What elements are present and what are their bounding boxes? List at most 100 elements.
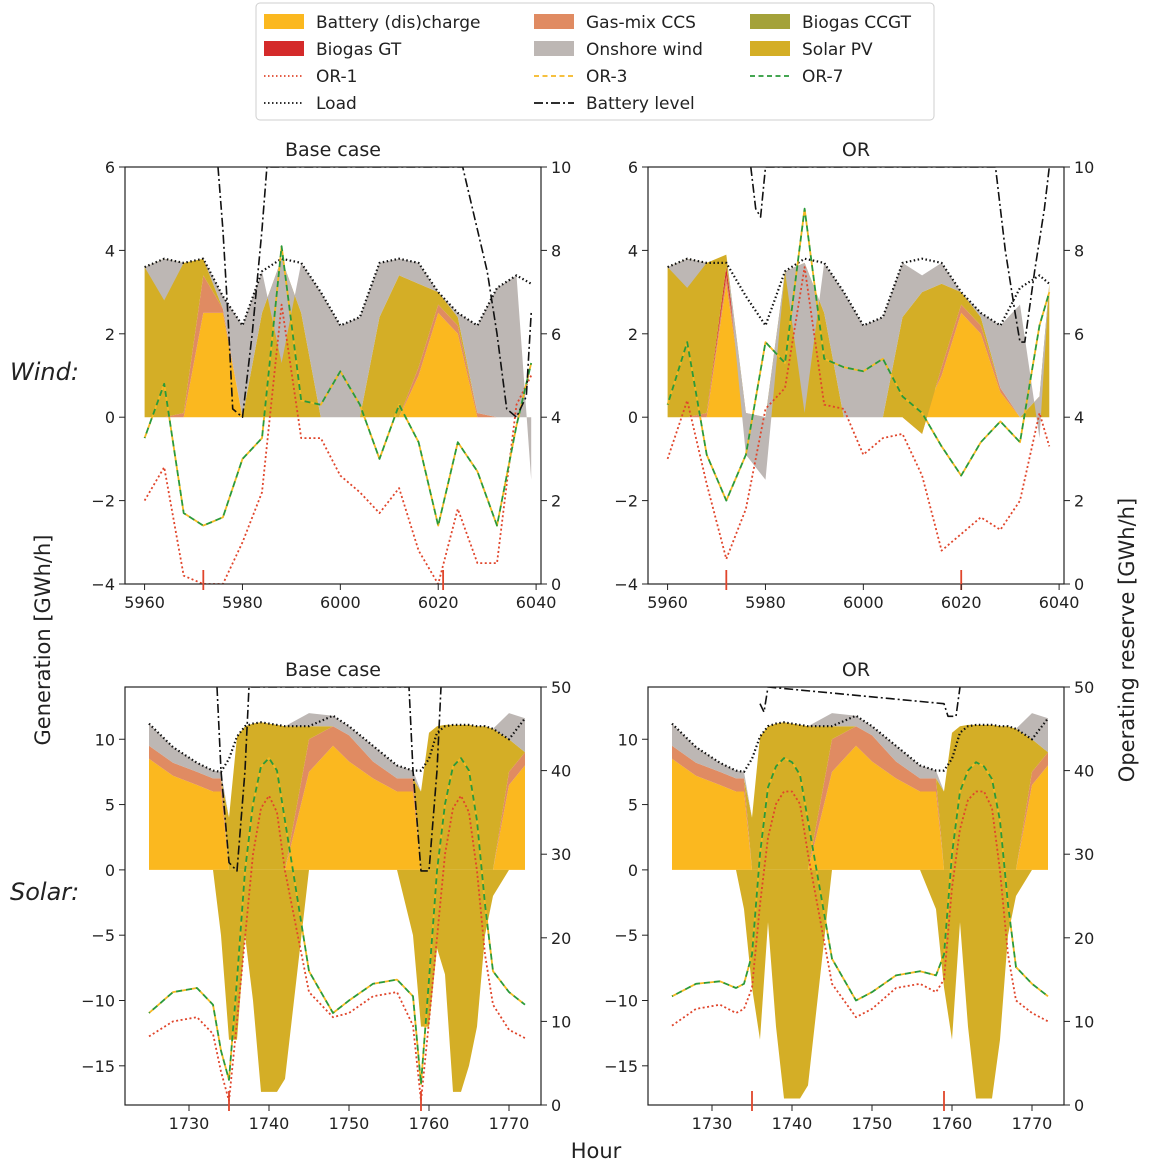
- area-battery-dis-charge: [144, 312, 532, 418]
- legend-swatch: [534, 41, 574, 56]
- y2-tick-label: 8: [551, 241, 561, 260]
- line-battery-level: [750, 167, 1051, 343]
- panel-solar-base-case: 1730 1740 1750 1760 1770 −15 −10 −5 0 5 10 0 10 20 30 4…: [81, 659, 571, 1133]
- panel-wind-base-case: 5960 5980 6000 6020 6040 −4 −2 0 2 4 6 0 2 4 6 8 10 Base …: [91, 139, 571, 612]
- legend-item-battery-level: Battery level: [534, 94, 695, 114]
- y-tick-label: −4: [91, 575, 115, 594]
- panel-wind-or: 5960 5980 6000 6020 6040 −4 −2 0 2 4 6 0 2 4 6 8 10 OR: [614, 139, 1094, 612]
- plot-frame: [647, 686, 1065, 1106]
- legend-item-or-7: OR-7: [750, 67, 843, 87]
- legend-label: OR-3: [586, 67, 627, 87]
- y2-tick-label: 40: [551, 762, 571, 781]
- row-label-wind: Wind:: [10, 358, 79, 386]
- x-tick-label: 5960: [647, 593, 688, 612]
- legend-swatch: [264, 14, 304, 29]
- y-axis-label-right: Operating reserve [GWh/h]: [1115, 498, 1139, 782]
- legend-label: OR-1: [316, 67, 357, 87]
- y-tick-label: 4: [628, 241, 638, 260]
- panel-title: Base case: [285, 139, 381, 161]
- line-battery-level: [759, 687, 961, 718]
- plot-frame: [124, 166, 542, 585]
- y2-tick-label: 0: [551, 575, 561, 594]
- x-tick-label: 6020: [418, 593, 459, 612]
- x-tick-label: 6020: [941, 593, 982, 612]
- y-tick-label: −10: [604, 992, 638, 1011]
- plot-frame: [124, 686, 542, 1106]
- x-tick-label: 6000: [320, 593, 361, 612]
- y2-tick-label: 0: [1074, 575, 1084, 594]
- y-tick-label: 5: [628, 796, 638, 815]
- y-axis-label-left: Generation [GWh/h]: [31, 535, 55, 746]
- y-tick-label: 6: [628, 158, 638, 177]
- legend-swatch: [750, 41, 790, 56]
- legend-label: Battery (dis)charge: [316, 13, 480, 33]
- y-tick-label: 10: [618, 730, 638, 749]
- y2-tick-label: 2: [551, 492, 561, 511]
- y-tick-label: −4: [614, 575, 638, 594]
- line-or-7: [666, 207, 1051, 502]
- y-tick-label: 6: [105, 158, 115, 177]
- y2-tick-label: 20: [551, 929, 571, 948]
- x-tick-label: 1760: [932, 1114, 973, 1133]
- legend-label: Biogas GT: [316, 40, 402, 60]
- legend-item-gas-mix-ccs: Gas-mix CCS: [534, 13, 696, 33]
- line-or-1: [143, 303, 533, 584]
- y-tick-label: −5: [614, 926, 638, 945]
- area-battery-dis-charge: [667, 283, 1050, 418]
- x-tick-label: 1740: [772, 1114, 813, 1133]
- plot-area: [666, 167, 1051, 560]
- legend-label: Battery level: [586, 94, 695, 114]
- y-tick-label: −10: [81, 992, 115, 1011]
- legend-swatch: [264, 41, 304, 56]
- line-battery-level: [216, 687, 442, 872]
- panel-solar-or: 1730 1740 1750 1760 1770 −15 −10 −5 0 5 10 0 10 20 30 4…: [604, 659, 1094, 1133]
- y-tick-label: −15: [81, 1057, 115, 1076]
- x-tick-label: 5980: [745, 593, 786, 612]
- y2-tick-label: 30: [551, 845, 571, 864]
- x-tick-label: 5980: [222, 593, 263, 612]
- y2-tick-label: 0: [551, 1096, 561, 1115]
- area-battery-dis-charge: [672, 745, 1048, 870]
- plot-area: [148, 687, 526, 1102]
- x-tick-label: 6040: [1039, 593, 1080, 612]
- legend-swatch: [750, 14, 790, 29]
- plot-frame: [647, 166, 1065, 585]
- y2-tick-label: 40: [1074, 762, 1094, 781]
- panel-title: OR: [842, 139, 870, 161]
- x-tick-label: 1730: [692, 1114, 733, 1133]
- x-tick-label: 1730: [169, 1114, 210, 1133]
- plot-area: [143, 167, 533, 584]
- y2-tick-label: 50: [1074, 678, 1094, 697]
- legend: Battery (dis)charge Biogas GT OR-1 Load Gas-…: [255, 2, 935, 121]
- y2-tick-label: 10: [551, 158, 571, 177]
- line-or-7: [143, 245, 533, 527]
- y-tick-label: 2: [105, 325, 115, 344]
- y2-tick-label: 2: [1074, 492, 1084, 511]
- line-or-7: [671, 757, 1049, 1002]
- line-load: [671, 714, 1049, 774]
- legend-frame: [255, 2, 935, 121]
- x-tick-label: 1750: [329, 1114, 370, 1133]
- legend-item-or-3: OR-3: [534, 67, 627, 87]
- legend-item-solar-pv: Solar PV: [750, 40, 873, 60]
- line-battery-level: [217, 167, 532, 419]
- y-tick-label: −2: [614, 492, 638, 511]
- y-tick-label: 10: [95, 730, 115, 749]
- x-tick-label: 6000: [843, 593, 884, 612]
- y-tick-label: −15: [604, 1057, 638, 1076]
- y2-tick-label: 4: [1074, 408, 1084, 427]
- legend-label: Gas-mix CCS: [586, 13, 696, 33]
- y2-tick-label: 50: [551, 678, 571, 697]
- line-or-1: [666, 266, 1051, 560]
- plot-area: [671, 687, 1049, 1099]
- area-solar-pv: [149, 722, 525, 870]
- area-battery-dis-charge: [149, 745, 525, 870]
- area-onshore-wind: [144, 258, 532, 480]
- legend-label: Onshore wind: [586, 40, 703, 60]
- x-tick-label: 1770: [489, 1114, 530, 1133]
- area-solar-pv-negative: [672, 869, 1048, 1099]
- y2-tick-label: 10: [1074, 1012, 1094, 1031]
- y-tick-label: 4: [105, 241, 115, 260]
- y2-tick-label: 6: [551, 325, 561, 344]
- legend-item-battery-dis-charge: Battery (dis)charge: [264, 13, 480, 33]
